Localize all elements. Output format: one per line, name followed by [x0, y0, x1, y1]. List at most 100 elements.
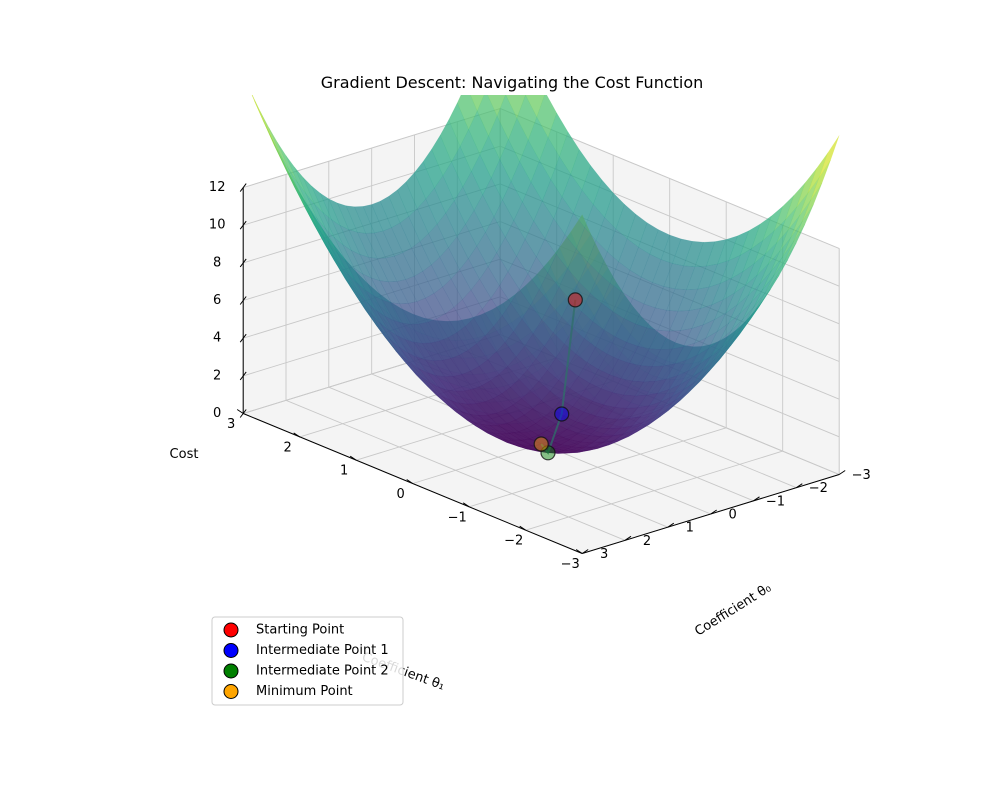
surface-patch — [790, 200, 811, 238]
legend-label: Starting Point — [256, 623, 344, 638]
surface-patch — [773, 195, 795, 231]
z-tick — [239, 220, 247, 230]
surface-patch — [457, 95, 478, 130]
z-tick — [239, 333, 247, 343]
surface-patch — [260, 111, 281, 155]
path-point — [554, 406, 570, 422]
surface-patch — [819, 135, 840, 178]
legend-label: Intermediate Point 2 — [256, 664, 389, 679]
surface-patch — [796, 168, 817, 208]
z-tick — [239, 296, 247, 305]
y-tick — [406, 479, 413, 484]
y-tick — [519, 525, 526, 531]
x-axis-label: Coefficient θ₀ — [692, 581, 774, 640]
surface-patch — [728, 230, 750, 261]
z-tick-label: 6 — [213, 293, 221, 308]
descent-path — [533, 292, 583, 461]
legend-marker — [223, 663, 239, 679]
y-tick — [236, 409, 244, 414]
surface-patch — [251, 95, 272, 139]
surface-patch — [756, 242, 777, 276]
legend-marker — [223, 643, 239, 658]
x-tick-label: −3 — [852, 468, 871, 483]
z-tick-label: 10 — [209, 218, 226, 233]
legend: Starting Point Intermediate Point 1 Interm… — [211, 616, 404, 706]
y-tick-label: −2 — [504, 534, 523, 549]
z-tick — [239, 258, 247, 268]
z-tick-label: 8 — [213, 255, 221, 270]
x-tick — [710, 509, 717, 515]
surface-patch — [492, 0, 512, 47]
surface-patch — [787, 192, 809, 231]
x-tick — [667, 522, 675, 528]
surface-patch — [742, 239, 764, 273]
x-tick-label: −1 — [766, 494, 785, 509]
x-tick — [838, 470, 846, 475]
y-tick — [293, 432, 300, 438]
surface-patch — [251, 95, 264, 121]
z-tick — [239, 409, 247, 418]
y-tick-label: −3 — [561, 557, 580, 572]
surface-patch — [328, 198, 350, 230]
legend-marker — [223, 622, 239, 638]
surface-patch — [702, 299, 724, 326]
x-tick-label: 1 — [686, 521, 694, 536]
surface-patch — [505, 95, 526, 119]
surface-patch — [634, 417, 655, 431]
z-tick — [239, 183, 247, 192]
x-tick — [624, 535, 632, 541]
surface-patch — [773, 241, 794, 276]
surface-patch — [483, 20, 503, 70]
y-tick-label: 0 — [397, 487, 405, 502]
y-tick — [349, 455, 357, 461]
legend-items: Starting Point Intermediate Point 1 Interm… — [223, 622, 389, 699]
surface-patch — [397, 181, 418, 217]
surface-patch — [739, 223, 761, 256]
x-tick-label: −2 — [809, 481, 828, 496]
x-tick-label: 2 — [643, 534, 651, 549]
surface-patch — [470, 95, 485, 112]
x-tick — [581, 549, 589, 554]
legend-label: Minimum Point — [256, 684, 353, 699]
surface-patch — [776, 242, 797, 278]
path-point — [567, 292, 583, 308]
surface-patch — [525, 95, 545, 118]
legend-frame — [211, 616, 404, 706]
y-tick — [462, 502, 470, 508]
surface-patch — [268, 127, 289, 170]
z-tick-label: 4 — [213, 331, 221, 346]
surface-patch — [379, 196, 401, 228]
y-tick-label: −1 — [448, 510, 467, 525]
z-tick-label: 0 — [213, 406, 221, 421]
surface-patch — [319, 192, 341, 226]
x-tick — [753, 496, 760, 502]
surface-patch — [711, 277, 732, 306]
y-tick-label: 2 — [284, 440, 292, 455]
surface-patch — [448, 102, 469, 147]
z-tick — [239, 371, 247, 381]
y-tick-label: 3 — [227, 417, 235, 432]
surface-patch — [785, 182, 806, 220]
legend-label: Intermediate Point 1 — [256, 643, 389, 658]
surface-patch — [662, 390, 684, 408]
x-tick-label: 0 — [729, 508, 737, 523]
descent-path-line — [540, 299, 577, 455]
surface-patch — [719, 313, 740, 341]
y-tick — [575, 549, 583, 554]
z-tick-label: 2 — [213, 368, 221, 383]
surface-patch — [388, 189, 409, 224]
z-axis-label: Cost — [170, 447, 199, 462]
y-tick-label: 1 — [340, 464, 348, 479]
z-tick-label: 12 — [209, 180, 226, 195]
surface-patch — [487, 95, 506, 117]
cost-surface — [251, 0, 840, 454]
surface-patch — [503, 22, 523, 71]
path-point — [533, 436, 549, 452]
x-axis-label-group: Coefficient θ₀ — [692, 581, 774, 640]
chart-title: Gradient Descent: Navigating the Cost Fu… — [321, 73, 704, 92]
surface-patch — [716, 336, 737, 362]
x-tick — [796, 483, 803, 489]
